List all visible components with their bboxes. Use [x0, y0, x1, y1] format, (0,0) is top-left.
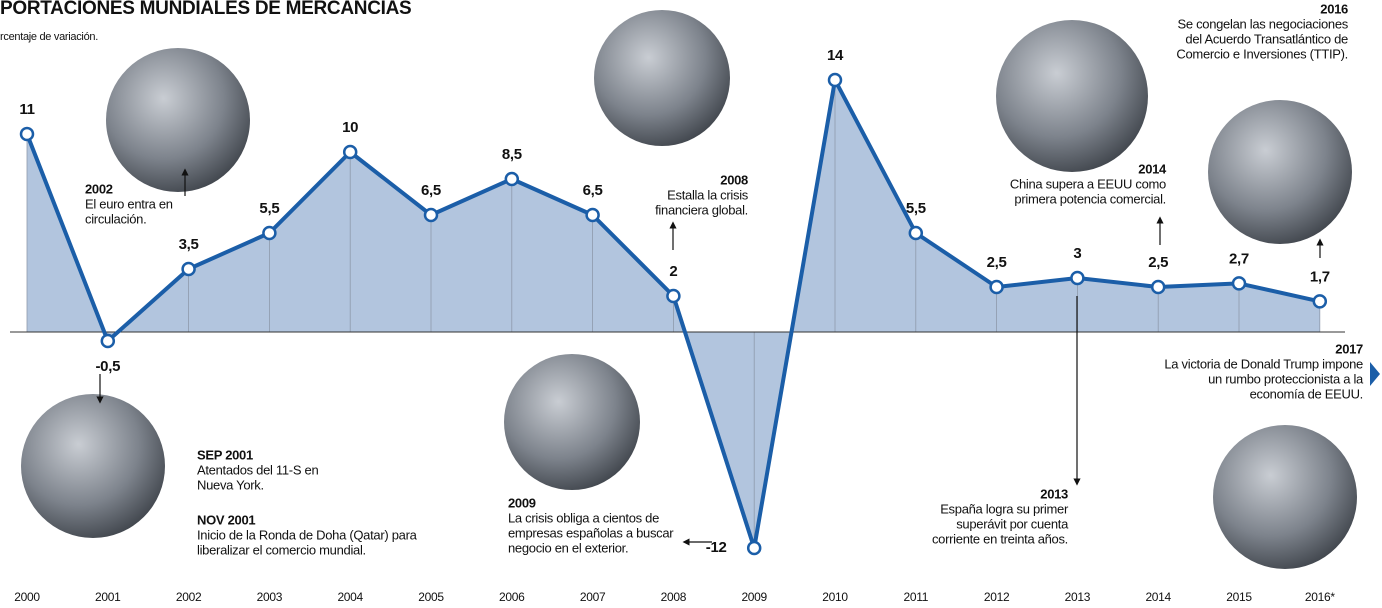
value-label: 1,7	[1310, 268, 1330, 285]
x-tick-label: 2001	[95, 590, 121, 604]
x-tick-label: 2008	[661, 590, 687, 604]
annotation-text: China supera a EEUU como	[1010, 176, 1166, 191]
photo	[106, 48, 250, 192]
value-label: 6,5	[421, 182, 441, 199]
annotation-label: 2017	[1335, 341, 1363, 356]
annotation-label: 2013	[1040, 486, 1068, 501]
point	[1071, 272, 1083, 284]
point	[587, 209, 599, 221]
x-tick-label: 2009	[741, 590, 767, 604]
point	[667, 290, 679, 302]
point	[748, 542, 760, 554]
value-label: -0,5	[95, 358, 120, 375]
value-label: 3,5	[179, 236, 199, 253]
point	[1233, 277, 1245, 289]
annotation-label: NOV 2001	[197, 512, 255, 527]
point	[425, 209, 437, 221]
point	[910, 227, 922, 239]
point	[263, 227, 275, 239]
annotation-label: 2002	[85, 181, 113, 196]
x-tick-label: 2005	[418, 590, 444, 604]
annotation-text: liberalizar el comercio mundial.	[197, 542, 366, 557]
point	[102, 335, 114, 347]
point	[1314, 295, 1326, 307]
chart: PORTACIONES MUNDIALES DE MERCANCÍAS rcen…	[0, 0, 1382, 608]
x-tick-label: 2000	[14, 590, 40, 604]
x-tick-label: 2014	[1145, 590, 1171, 604]
point	[829, 74, 841, 86]
annotation-text: empresas españolas a buscar	[508, 525, 674, 540]
annotation-text: financiera global.	[655, 202, 748, 217]
annotation-text: circulación.	[85, 211, 146, 226]
x-tick-label: 2003	[257, 590, 283, 604]
value-label: 11	[19, 101, 34, 118]
annotation-label: 2014	[1138, 161, 1167, 176]
value-label: 3	[1073, 245, 1081, 262]
point	[344, 146, 356, 158]
value-label: 2,7	[1229, 250, 1249, 267]
x-tick-label: 2010	[822, 590, 848, 604]
annotation-text: La crisis obliga a cientos de	[508, 510, 659, 525]
annotation-text: Atentados del 11-S en	[197, 462, 318, 477]
annotation-text: primera potencia comercial.	[1014, 191, 1166, 206]
annotation-label: 2009	[508, 495, 536, 510]
annotation-text: Estalla la crisis	[667, 187, 749, 202]
annotation-text: Comercio e Inversiones (TTIP).	[1176, 46, 1348, 61]
chart-title: PORTACIONES MUNDIALES DE MERCANCÍAS	[0, 0, 411, 19]
annotation-text: España logra su primer	[940, 501, 1069, 516]
annotation-text: Inicio de la Ronda de Doha (Qatar) para	[197, 527, 418, 542]
value-label: 2,5	[1148, 254, 1168, 271]
annotation-text: superávit por cuenta	[956, 516, 1069, 531]
annotation-text: un rumbo proteccionista a la	[1208, 371, 1364, 386]
photo	[594, 10, 730, 146]
value-label: 14	[827, 47, 844, 64]
annotation-text: Se congelan las negociaciones	[1177, 16, 1348, 31]
photo	[996, 20, 1148, 172]
x-tick-label: 2004	[337, 590, 363, 604]
value-label: 2,5	[987, 254, 1007, 271]
point	[183, 263, 195, 275]
photo	[21, 394, 165, 538]
next-arrow	[1370, 362, 1380, 386]
x-tick-label: 2007	[580, 590, 606, 604]
annotation-text: Nueva York.	[197, 477, 264, 492]
photo	[1208, 100, 1352, 244]
x-tick-label: 2013	[1065, 590, 1091, 604]
annotation-text: corriente en treinta años.	[932, 531, 1068, 546]
value-label: 5,5	[906, 200, 926, 217]
point	[21, 128, 33, 140]
chart-subtitle: rcentaje de variación.	[0, 31, 98, 43]
annotation-text: La victoria de Donald Trump impone	[1164, 356, 1363, 371]
point	[991, 281, 1003, 293]
value-label: 6,5	[583, 182, 603, 199]
point	[1152, 281, 1164, 293]
annotation-text: El euro entra en	[85, 196, 173, 211]
photo	[504, 354, 640, 490]
annotation-text: negocio en el exterior.	[508, 540, 628, 555]
point	[506, 173, 518, 185]
annotation-label: 2008	[720, 172, 748, 187]
x-tick-label: 2011	[903, 590, 928, 604]
x-tick-label: 2015	[1226, 590, 1252, 604]
value-label: 10	[342, 119, 358, 136]
value-label: 5,5	[259, 200, 279, 217]
x-tick-label: 2016*	[1305, 590, 1335, 604]
x-tick-label: 2002	[176, 590, 202, 604]
value-label: 2	[669, 263, 677, 280]
x-tick-label: 2012	[984, 590, 1010, 604]
annotation-label: 2016	[1320, 1, 1348, 16]
annotation-label: SEP 2001	[197, 447, 253, 462]
photo	[1213, 425, 1357, 569]
annotation-text: del Acuerdo Transatlántico de	[1185, 31, 1348, 46]
value-label: 8,5	[502, 146, 522, 163]
annotation-text: economía de EEUU.	[1250, 386, 1363, 401]
x-tick-label: 2006	[499, 590, 525, 604]
